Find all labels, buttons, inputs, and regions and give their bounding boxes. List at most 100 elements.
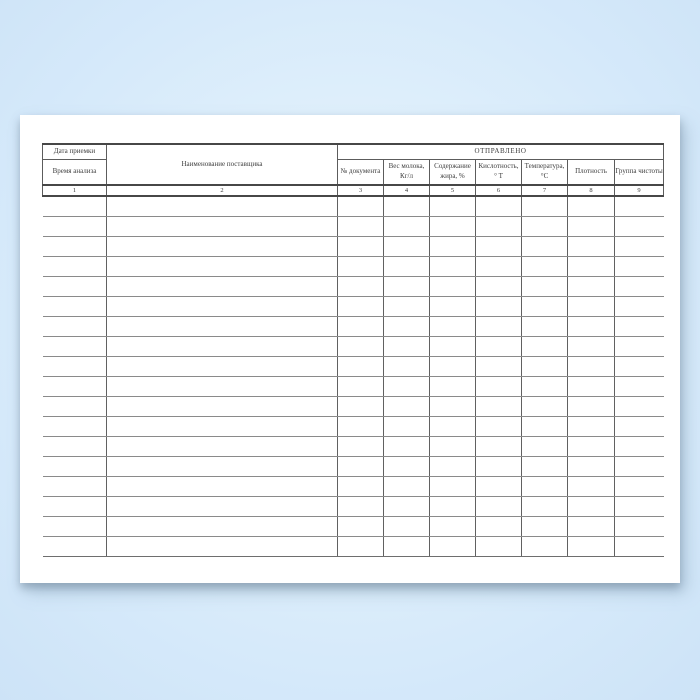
- empty-cell: [106, 536, 338, 557]
- table-row: [42, 476, 664, 497]
- group-header-row: Дата приемки Наименование поставщика ОТП…: [42, 143, 665, 186]
- table-row: [42, 216, 664, 237]
- empty-cell: [521, 296, 568, 317]
- header-line: °С: [540, 171, 549, 180]
- empty-cell: [337, 456, 384, 477]
- empty-cell: [475, 396, 522, 417]
- empty-cell: [383, 476, 430, 497]
- empty-cell: [429, 456, 476, 477]
- table-row: [42, 236, 664, 257]
- empty-cell: [337, 236, 384, 257]
- empty-cell: [429, 276, 476, 297]
- empty-cell: [614, 236, 664, 257]
- empty-cell: [337, 336, 384, 357]
- empty-cell: [614, 536, 664, 557]
- acidity-header-cell: Кислотность, ° Т: [475, 158, 522, 186]
- empty-cell: [614, 296, 664, 317]
- empty-cell: [475, 416, 522, 437]
- header-line: Содержание: [434, 161, 471, 170]
- empty-cell: [383, 396, 430, 417]
- empty-cell: [614, 336, 664, 357]
- empty-cell: [42, 516, 107, 537]
- empty-cell: [567, 476, 615, 497]
- empty-cell: [567, 316, 615, 337]
- empty-cell: [42, 496, 107, 517]
- empty-cell: [42, 336, 107, 357]
- empty-cell: [475, 496, 522, 517]
- empty-cell: [567, 276, 615, 297]
- empty-cell: [475, 436, 522, 457]
- empty-cell: [614, 436, 664, 457]
- empty-cell: [521, 476, 568, 497]
- empty-cell: [567, 536, 615, 557]
- empty-cell: [337, 276, 384, 297]
- milk-acceptance-table: Дата приемки Наименование поставщика ОТП…: [42, 143, 665, 557]
- empty-cell: [337, 496, 384, 517]
- empty-cell: [337, 256, 384, 277]
- empty-cell: [614, 456, 664, 477]
- empty-cell: [42, 376, 107, 397]
- empty-cell: [106, 456, 338, 477]
- table-row: [42, 256, 664, 277]
- empty-cell: [475, 536, 522, 557]
- empty-cell: [521, 336, 568, 357]
- empty-cell: [567, 196, 615, 217]
- empty-cell: [42, 476, 107, 497]
- empty-cell: [614, 416, 664, 437]
- empty-cell: [521, 536, 568, 557]
- empty-cell: [521, 456, 568, 477]
- column-number: 9: [613, 183, 665, 198]
- fat-content-header-cell: Содержание жира, %: [429, 158, 476, 186]
- empty-cell: [42, 216, 107, 237]
- empty-cell: [337, 216, 384, 237]
- sub-header-row: Время анализа № документа Вес молока, Кг…: [42, 158, 665, 186]
- table-row: [42, 196, 664, 217]
- empty-cell: [337, 396, 384, 417]
- column-number: 6: [475, 183, 522, 198]
- empty-cell: [429, 296, 476, 317]
- empty-cell: [383, 316, 430, 337]
- column-number: 2: [106, 183, 338, 198]
- empty-cell: [429, 236, 476, 257]
- empty-cell: [521, 196, 568, 217]
- empty-cell: [614, 316, 664, 337]
- empty-cell: [42, 436, 107, 457]
- empty-cell: [42, 456, 107, 477]
- empty-cell: [106, 236, 338, 257]
- empty-cell: [567, 396, 615, 417]
- empty-cell: [42, 276, 107, 297]
- header-line: Вес молока,: [388, 161, 425, 170]
- empty-cell: [567, 516, 615, 537]
- empty-cell: [383, 516, 430, 537]
- empty-cell: [475, 456, 522, 477]
- header-line: Температура,: [524, 161, 565, 170]
- header-line: Кислотность,: [478, 161, 519, 170]
- column-number: 5: [429, 183, 476, 198]
- empty-cell: [521, 436, 568, 457]
- empty-cell: [42, 536, 107, 557]
- table-row: [42, 516, 664, 537]
- empty-cell: [383, 456, 430, 477]
- empty-cell: [429, 196, 476, 217]
- empty-cell: [337, 316, 384, 337]
- empty-cell: [521, 316, 568, 337]
- empty-cell: [42, 356, 107, 377]
- empty-cell: [383, 216, 430, 237]
- empty-cell: [475, 256, 522, 277]
- empty-cell: [383, 376, 430, 397]
- empty-cell: [567, 376, 615, 397]
- empty-cell: [106, 516, 338, 537]
- empty-cell: [614, 256, 664, 277]
- column-number: 8: [567, 183, 615, 198]
- empty-cell: [521, 276, 568, 297]
- empty-cell: [383, 436, 430, 457]
- data-rows: [42, 196, 664, 557]
- empty-cell: [106, 416, 338, 437]
- empty-cell: [106, 256, 338, 277]
- table-row: [42, 456, 664, 477]
- empty-cell: [337, 536, 384, 557]
- empty-cell: [614, 276, 664, 297]
- milk-weight-header-cell: Вес молока, Кг/л: [383, 158, 430, 186]
- table-row: [42, 376, 664, 397]
- empty-cell: [521, 416, 568, 437]
